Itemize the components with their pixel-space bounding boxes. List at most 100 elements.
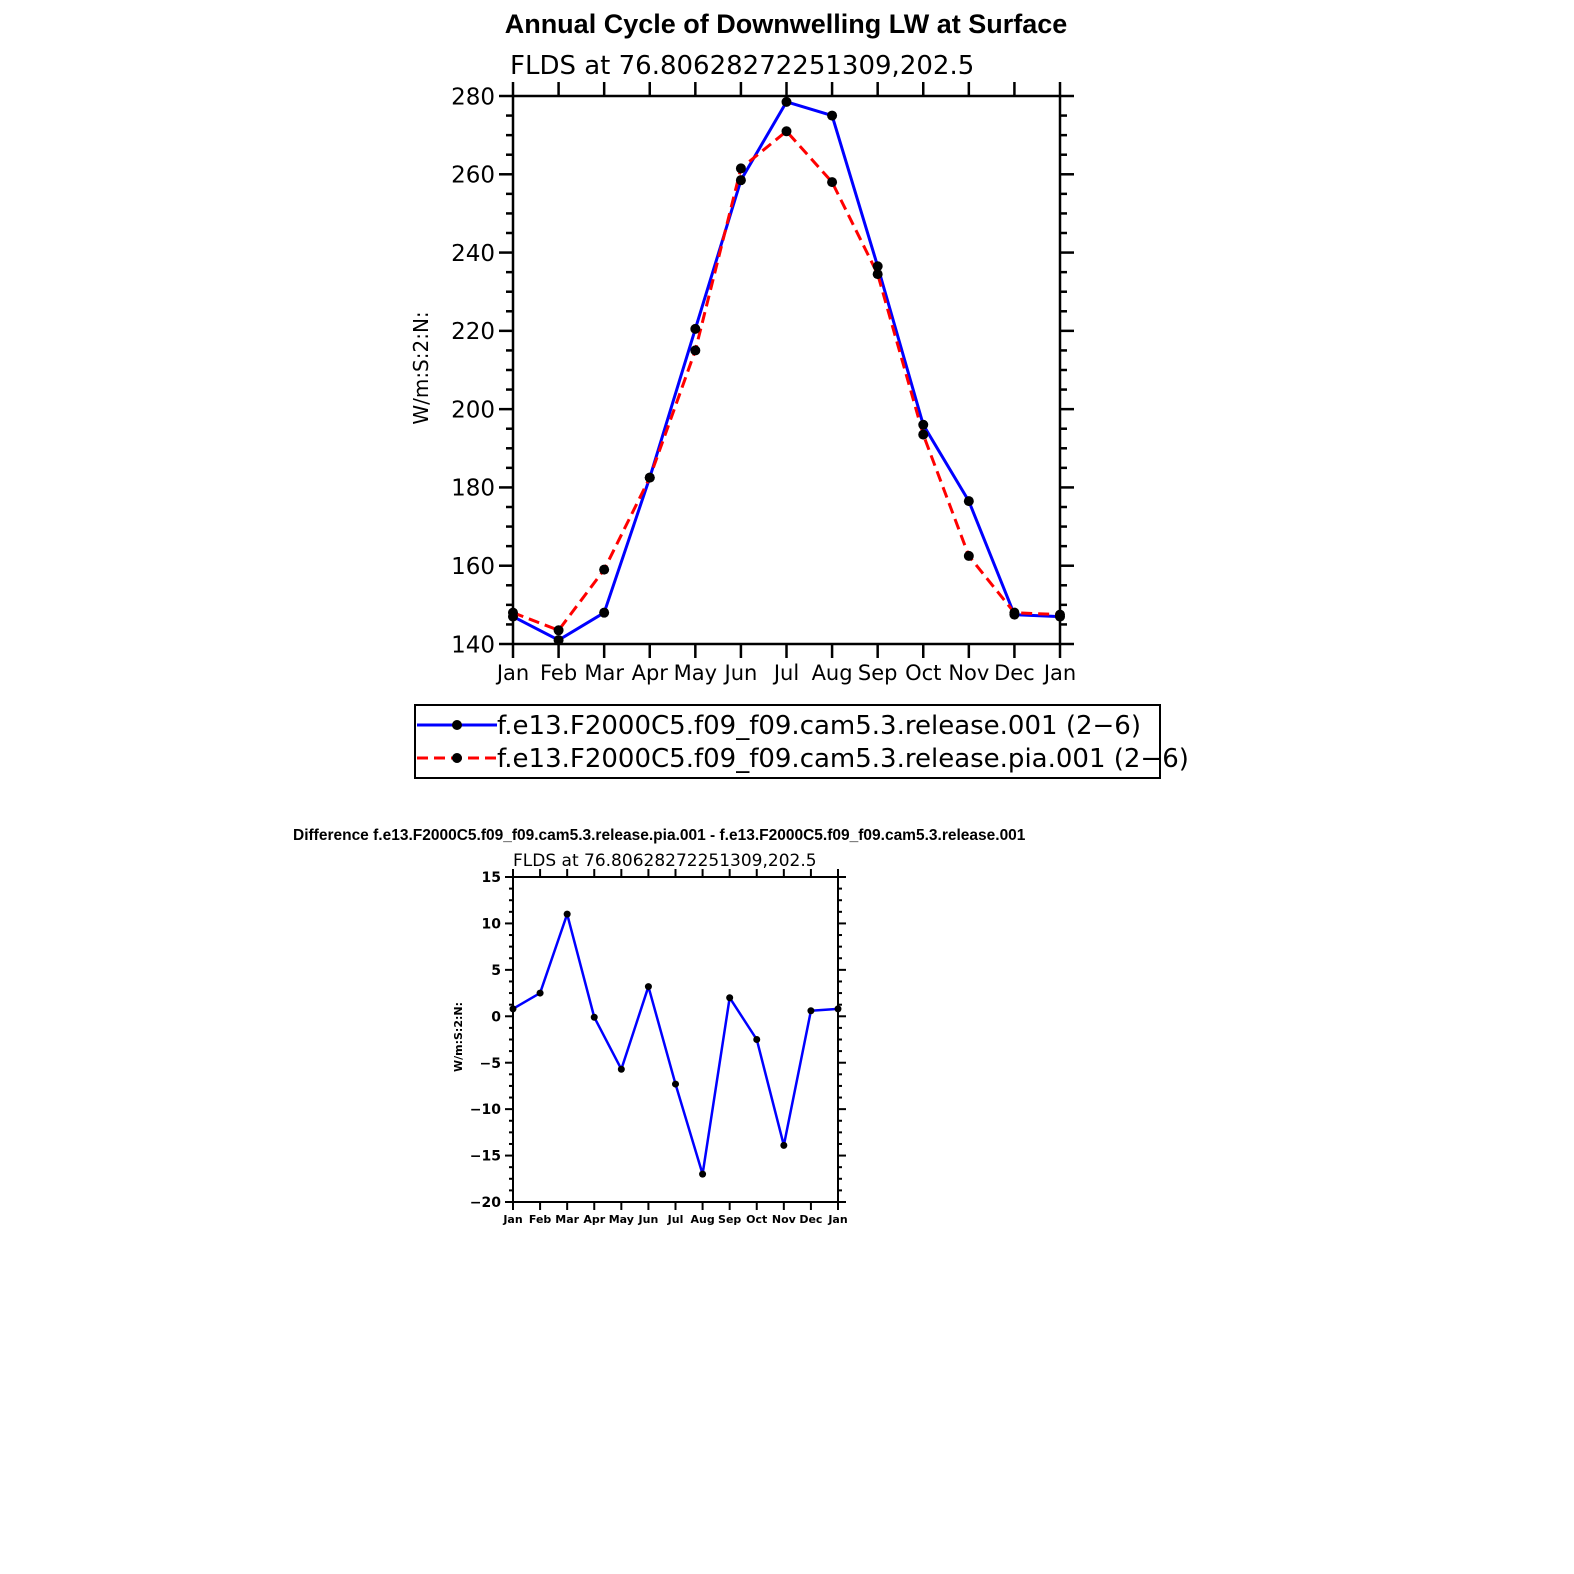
data-point	[726, 994, 734, 1002]
data-point	[807, 1007, 815, 1015]
data-point	[834, 1005, 842, 1013]
x-tick-label: Sep	[718, 1213, 741, 1226]
x-tick-label: Dec	[994, 661, 1035, 685]
x-tick-label: Apr	[632, 661, 669, 685]
x-tick-label: May	[674, 661, 717, 685]
legend-entry-pia: f.e13.F2000C5.f09_f09.cam5.3.release.pia…	[497, 744, 1189, 774]
data-point	[509, 1005, 517, 1013]
data-point	[781, 126, 792, 137]
x-tick-label: Jul	[667, 1213, 684, 1226]
x-tick-label: Jul	[772, 661, 799, 685]
difference-data-series	[509, 910, 842, 1178]
plot-frame	[511, 94, 1062, 646]
x-tick-label: Nov	[772, 1213, 797, 1226]
legend-marker-release	[452, 720, 462, 730]
plot-axes	[499, 82, 1074, 658]
x-tick-label: Jun	[723, 661, 758, 685]
x-tick-label: Feb	[529, 1213, 552, 1226]
y-tick-label: −5	[480, 1056, 501, 1072]
data-point	[1055, 609, 1065, 620]
y-tick-label: 240	[451, 241, 495, 267]
x-tick-label: Mar	[584, 661, 624, 685]
difference-chart-subtitle: FLDS at 76.80628272251309,202.5	[513, 851, 817, 871]
data-point	[690, 345, 701, 356]
y-axis-label: W/m:S:2:N:	[409, 311, 433, 424]
data-point	[918, 419, 929, 430]
chart-subtitle: FLDS at 76.80628272251309,202.5	[510, 51, 974, 81]
series-line-0	[512, 100, 1061, 642]
data-point	[963, 550, 974, 561]
data-point	[599, 564, 610, 575]
x-tick-label: Oct	[905, 661, 941, 685]
data-point	[508, 607, 518, 618]
x-tick-label: Sep	[858, 661, 898, 685]
y-tick-label: 0	[491, 1009, 501, 1025]
difference-x-axis-tick-labels: Jan Feb Mar Apr May Jun Jul Aug Sep Oct Nov Dec Jan	[502, 1213, 847, 1226]
data-point	[872, 261, 883, 272]
data-point	[735, 163, 746, 174]
data-point	[827, 110, 838, 121]
annual-cycle-chart: Annual Cycle of Downwelling LW at Surfac…	[409, 9, 1189, 779]
difference-chart: Difference f.e13.F2000C5.f09_f09.cam5.3.…	[293, 827, 1026, 1226]
legend: f.e13.F2000C5.f09_f09.cam5.3.release.001…	[414, 704, 1189, 779]
data-point	[753, 1036, 761, 1043]
data-point	[780, 1141, 788, 1149]
data-point	[918, 429, 929, 440]
data-point	[644, 983, 652, 991]
y-tick-label: 15	[482, 870, 501, 886]
x-tick-label: Apr	[583, 1213, 605, 1226]
x-tick-label: Aug	[690, 1213, 714, 1226]
data-point	[590, 1013, 598, 1021]
chart-title: Annual Cycle of Downwelling LW at Surfac…	[505, 9, 1068, 39]
data-point	[781, 96, 792, 107]
x-axis-tick-labels: Jan Feb Mar Apr May Jun Jul Aug Sep Oct Nov Dec Jan	[495, 661, 1076, 685]
data-point	[599, 607, 610, 618]
x-tick-label: Jan	[495, 661, 529, 685]
y-tick-label: 260	[451, 163, 495, 189]
y-axis-tick-labels: 140 160 180 200 220 240 260 280	[451, 84, 495, 658]
data-point	[553, 635, 564, 646]
y-tick-label: 180	[451, 476, 495, 502]
legend-marker-pia	[452, 753, 462, 763]
y-tick-label: −20	[470, 1195, 501, 1211]
y-tick-label: 140	[451, 632, 495, 658]
x-tick-label: Mar	[555, 1213, 579, 1226]
data-point	[553, 625, 564, 636]
x-tick-label: May	[609, 1213, 634, 1226]
y-tick-label: 160	[451, 554, 495, 580]
data-point	[827, 177, 838, 188]
y-tick-label: 220	[451, 319, 495, 345]
data-point	[563, 910, 571, 918]
data-point	[1009, 607, 1020, 618]
x-tick-label: Dec	[799, 1213, 822, 1226]
x-tick-label: Nov	[948, 661, 989, 685]
data-point	[672, 1080, 679, 1088]
x-tick-label: Oct	[746, 1213, 767, 1226]
data-point	[644, 472, 655, 483]
x-tick-label: Aug	[812, 661, 853, 685]
data-point	[536, 989, 544, 997]
data-point	[699, 1170, 707, 1178]
difference-plot-axes	[505, 869, 846, 1210]
x-tick-label: Jan	[1042, 661, 1076, 685]
x-tick-label: Jun	[638, 1213, 659, 1226]
y-tick-label: −10	[470, 1102, 501, 1118]
x-tick-label: Jan	[502, 1213, 522, 1226]
legend-entry-release: f.e13.F2000C5.f09_f09.cam5.3.release.001…	[497, 711, 1141, 741]
y-tick-label: 5	[491, 963, 501, 979]
y-tick-label: 200	[451, 397, 495, 423]
series-line-1	[512, 129, 1061, 632]
data-point	[963, 496, 974, 507]
data-point	[872, 269, 883, 280]
y-tick-label: −15	[470, 1149, 501, 1165]
series-line-0	[512, 912, 839, 1176]
data-point	[690, 323, 701, 334]
x-tick-label: Jan	[827, 1213, 847, 1226]
y-tick-label: 10	[482, 916, 502, 932]
plot-frame	[512, 876, 839, 1203]
legend-box	[414, 704, 1161, 779]
x-tick-label: Feb	[540, 661, 577, 685]
difference-y-axis-label: W/m:S:2:N:	[452, 1002, 465, 1072]
y-tick-label: 280	[451, 84, 495, 110]
